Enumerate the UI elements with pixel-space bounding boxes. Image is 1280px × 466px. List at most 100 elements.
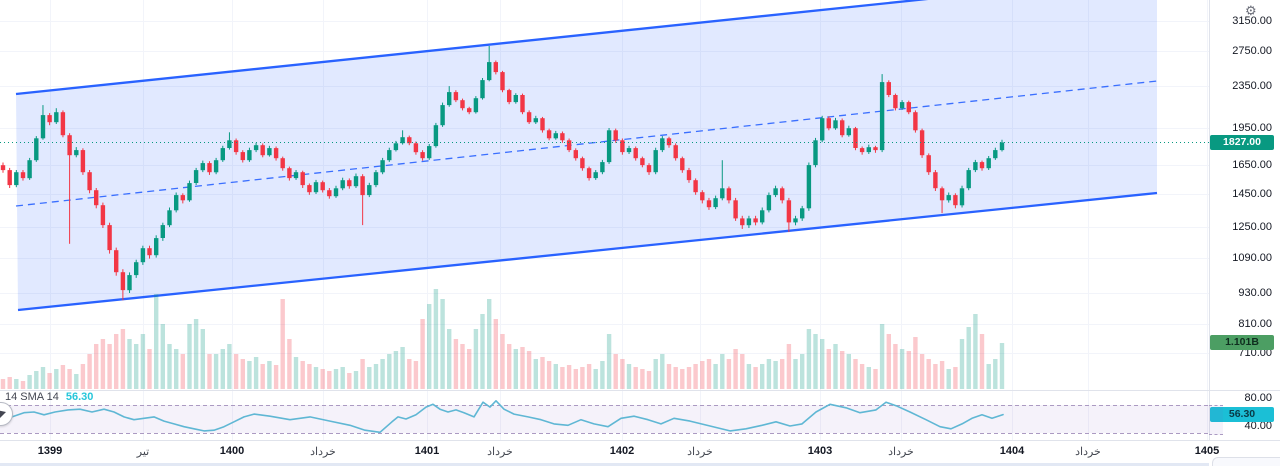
candle-body: [127, 275, 132, 291]
price-tick-label: 1090.00: [1232, 251, 1272, 264]
candle-body: [213, 160, 219, 173]
volume-bar: [820, 339, 825, 389]
candle-body: [480, 80, 485, 99]
volume-bar: [60, 365, 66, 389]
candle-body: [440, 105, 445, 126]
volume-bar: [780, 359, 785, 389]
candle-body: [899, 102, 905, 109]
volume-bar: [453, 339, 459, 389]
volume-bar: [840, 351, 845, 389]
price-axis-separator: [1209, 0, 1210, 440]
volume-bar: [939, 361, 945, 389]
volume-bar: [993, 359, 998, 389]
axis-settings-gear-icon[interactable]: ⚙: [1245, 3, 1257, 18]
pane-separator[interactable]: [0, 390, 1280, 391]
volume-bar: [979, 334, 985, 389]
candle-body: [566, 140, 572, 151]
candle-body: [193, 170, 199, 183]
time-axis[interactable]: 1399 تیر 1400 خرداد 1401 خرداد 1402 خرداد 1403 خر…: [0, 441, 1280, 463]
candle-body: [327, 190, 332, 197]
candle-body: [7, 170, 12, 186]
volume-bar: [686, 367, 692, 389]
volume-bar: [793, 359, 798, 389]
candle-body: [820, 118, 825, 141]
volume-bar: [633, 367, 638, 389]
volume-bar: [913, 337, 918, 389]
candle-body: [986, 158, 991, 169]
candle-body: [453, 92, 459, 101]
volume-bar: [167, 344, 172, 389]
candle-body: [347, 180, 352, 187]
candle-body: [340, 180, 345, 189]
volume-bar: [240, 359, 245, 389]
volume-bar: [986, 364, 991, 389]
candle-body: [154, 238, 159, 256]
candle-body: [840, 120, 845, 136]
candle-body: [427, 146, 432, 159]
volume-bar: [207, 354, 212, 389]
price-axis[interactable]: 3150.00 2750.00 2350.00 1950.00 1650.00 1450.…: [1210, 0, 1280, 440]
volume-bar: [613, 354, 618, 389]
rsi-indicator-legend[interactable]: 14 SMA 14 56.30: [5, 391, 93, 403]
volume-bar: [906, 351, 911, 389]
bottom-right-panel-corner: [1212, 457, 1280, 466]
price-tick-label: 930.00: [1238, 287, 1272, 299]
candle-body: [586, 168, 592, 179]
volume-bar: [114, 334, 119, 389]
candle-body: [87, 172, 92, 191]
volume-bar: [220, 349, 225, 389]
candle-body: [800, 208, 805, 219]
candle-body: [167, 210, 172, 226]
volume-bar: [973, 314, 978, 389]
volume-bar: [34, 371, 39, 389]
candle-body: [473, 98, 479, 113]
volume-bar: [800, 354, 805, 389]
candle-body: [80, 150, 86, 173]
candle-body: [813, 140, 818, 166]
rsi-tick-label: 80.00: [1244, 392, 1272, 404]
candle-body: [826, 118, 831, 129]
candle-body: [553, 133, 558, 139]
volume-bar: [533, 359, 538, 389]
chart-plot-area[interactable]: [0, 0, 1209, 440]
price-tick-label: 1650.00: [1232, 159, 1272, 172]
volume-bar: [866, 367, 871, 389]
candle-body: [846, 128, 851, 136]
candle-body: [620, 140, 625, 153]
volume-bar: [187, 324, 192, 389]
volume-bar: [546, 361, 552, 389]
candle-body: [507, 90, 512, 103]
volume-bar: [853, 359, 858, 389]
candle-body: [54, 112, 59, 123]
rsi-tick-label: 40.00: [1244, 420, 1272, 432]
candle-body: [633, 148, 638, 159]
volume-bar: [760, 364, 765, 389]
volume-bar: [387, 354, 392, 389]
volume-bar: [879, 324, 885, 389]
channel-bottom-line: [17, 191, 1158, 312]
time-axis-month-label: خرداد: [687, 446, 713, 458]
volume-bar: [926, 359, 931, 389]
volume-bar: [566, 365, 572, 389]
price-tick-label: 2750.00: [1232, 45, 1272, 58]
volume-bar: [846, 354, 851, 389]
channel-fill: [16, 0, 1157, 310]
volume-bar: [460, 344, 465, 389]
candle-body: [706, 200, 712, 208]
candle-body: [207, 163, 212, 173]
volume-bar: [293, 357, 299, 389]
volume-bar: [160, 324, 165, 389]
candle-body: [447, 92, 452, 106]
candle-body: [320, 182, 325, 191]
candle-body: [913, 112, 918, 131]
volume-bar: [726, 359, 732, 389]
volume-bar: [480, 314, 485, 389]
price-tick-label: 3150.00: [1232, 15, 1272, 28]
pane-collapse-button[interactable]: [0, 402, 13, 426]
candle-body: [526, 112, 532, 123]
volume-bar: [473, 329, 479, 389]
volume-bar: [47, 373, 52, 389]
price-tick-label: 1250.00: [1232, 221, 1272, 234]
time-axis-year-label: 1399: [37, 445, 63, 457]
candle-body: [147, 248, 152, 256]
